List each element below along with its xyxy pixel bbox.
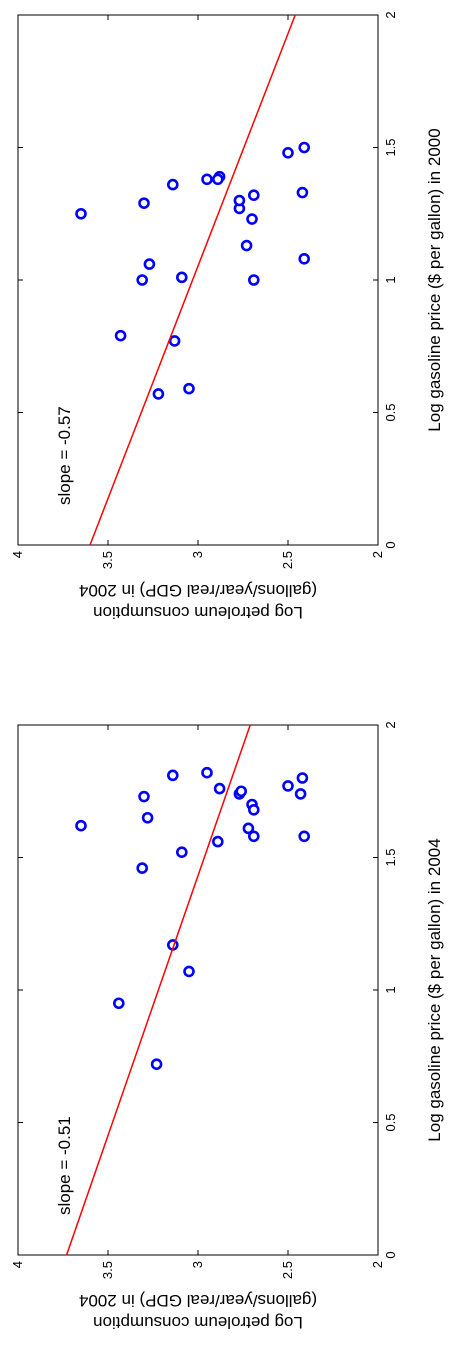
data-point bbox=[143, 258, 156, 270]
y-tick-label: 4 bbox=[10, 1261, 25, 1268]
data-point bbox=[242, 822, 255, 835]
x-tick-label: 1 bbox=[383, 986, 398, 993]
annotation: slope = -0.57 bbox=[55, 406, 74, 505]
x-axis-label: Log gasoline price ($ per gallon) in 200… bbox=[425, 128, 444, 431]
data-point bbox=[75, 819, 87, 832]
plot-panel: 0 0.5 1 1.5 2 2 2.5 3 3.5 4 slope = -0.57 Log gasol… bbox=[10, 11, 444, 622]
x-tick-label: 0 bbox=[383, 1251, 398, 1258]
data-point bbox=[114, 329, 127, 342]
y-axis-label: (gallons/year/real GDP) in 2004 bbox=[79, 1291, 317, 1310]
y-tick-label: 3.5 bbox=[100, 1261, 115, 1279]
data-point bbox=[248, 830, 260, 843]
data-point bbox=[248, 189, 260, 202]
data-point bbox=[212, 173, 224, 186]
data-point bbox=[294, 788, 307, 800]
y-tick-label: 3 bbox=[190, 1261, 205, 1268]
y-tick-label: 4 bbox=[10, 551, 25, 558]
data-point bbox=[282, 780, 294, 792]
y-tick-label: 2 bbox=[370, 1261, 385, 1268]
y-axis-label: (gallons/year/real GDP) in 2004 bbox=[79, 581, 317, 600]
data-point bbox=[248, 274, 260, 286]
x-tick-label: 1.5 bbox=[383, 848, 398, 866]
data-point bbox=[201, 766, 213, 779]
data-point bbox=[282, 146, 294, 159]
y-axis-label: Log petroleum consumption bbox=[93, 1313, 303, 1332]
data-point bbox=[212, 835, 224, 848]
data-point bbox=[298, 252, 311, 265]
y-tick-label: 3.5 bbox=[100, 551, 115, 569]
y-tick-label: 2.5 bbox=[280, 1261, 295, 1279]
data-point bbox=[150, 1058, 163, 1070]
x-axis-label: Log gasoline price ($ per gallon) in 200… bbox=[425, 838, 444, 1141]
data-point bbox=[298, 830, 311, 843]
x-tick-label: 0 bbox=[383, 541, 398, 548]
fit-line bbox=[89, 14, 296, 546]
data-point bbox=[152, 388, 165, 400]
fit-line bbox=[65, 724, 251, 1256]
data-point bbox=[296, 186, 309, 199]
data-point bbox=[176, 271, 188, 284]
data-point bbox=[141, 811, 154, 824]
data-point bbox=[113, 997, 125, 1010]
data-point bbox=[168, 335, 181, 347]
x-tick-label: 1 bbox=[383, 276, 398, 283]
data-point bbox=[75, 207, 87, 220]
x-tick-label: 2 bbox=[383, 721, 398, 728]
data-point bbox=[136, 274, 148, 286]
plot-panel: 0 0.5 1 1.5 2 2 2.5 3 3.5 4 slope = -0.51 Log gasol… bbox=[10, 721, 444, 1332]
data-point bbox=[183, 382, 195, 395]
data-point bbox=[246, 213, 258, 225]
data-point bbox=[298, 141, 311, 154]
y-tick-label: 2 bbox=[370, 551, 385, 558]
data-point bbox=[296, 772, 309, 784]
data-point bbox=[167, 178, 179, 191]
data-point bbox=[248, 803, 260, 816]
data-point bbox=[235, 785, 247, 798]
y-axis-label: Log petroleum consumption bbox=[93, 603, 303, 622]
data-point bbox=[201, 173, 213, 186]
data-point bbox=[240, 239, 253, 252]
data-point bbox=[183, 965, 195, 978]
annotation: slope = -0.51 bbox=[55, 1116, 74, 1215]
x-tick-label: 0.5 bbox=[383, 403, 398, 421]
data-point bbox=[136, 862, 148, 874]
data-point bbox=[213, 782, 226, 795]
x-tick-label: 2 bbox=[383, 11, 398, 18]
data-point bbox=[233, 194, 246, 207]
x-tick-label: 0.5 bbox=[383, 1113, 398, 1131]
data-point bbox=[138, 790, 150, 803]
y-tick-label: 3 bbox=[190, 551, 205, 558]
data-point bbox=[176, 846, 188, 859]
y-tick-label: 2.5 bbox=[280, 551, 295, 569]
data-point bbox=[167, 769, 179, 782]
x-tick-label: 1.5 bbox=[383, 138, 398, 156]
data-point bbox=[138, 197, 150, 209]
